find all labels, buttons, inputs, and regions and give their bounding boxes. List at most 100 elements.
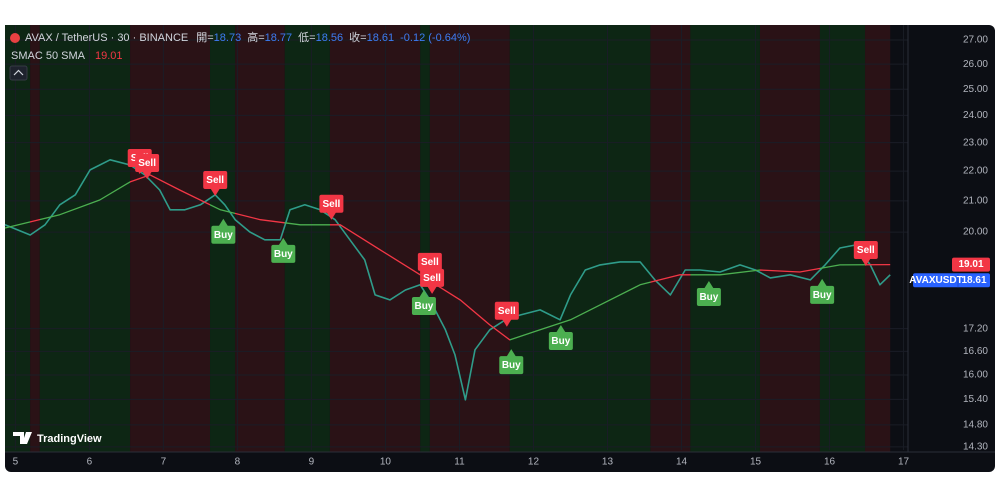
y-tick-label: 17.20 [963, 323, 988, 334]
regime-band [420, 25, 430, 452]
signal-pointer [703, 280, 714, 289]
signal: Buy [411, 290, 436, 316]
signal-tag [203, 171, 228, 190]
x-tick-label: 17 [898, 457, 910, 468]
regime-band [130, 25, 211, 452]
indicator-value: 19.01 [95, 50, 123, 62]
signal: Sell [420, 268, 445, 294]
x-tick-label: 11 [454, 457, 465, 468]
watermark: TradingView [37, 433, 102, 445]
y-tick-label: 15.40 [963, 394, 988, 405]
indicator-tag [952, 257, 990, 272]
signal-pointer [418, 290, 429, 299]
symbol-tag-label: AVAXUSDT [909, 275, 963, 286]
x-tick-label: 16 [824, 457, 836, 468]
signal-pointer [506, 349, 517, 358]
y-tick-label: 21.00 [963, 196, 988, 207]
y-tick-label: 27.00 [963, 35, 988, 46]
y-tick-label: 16.00 [963, 370, 988, 381]
symbol: AVAX / TetherUS · 30 · BINANCE [25, 32, 188, 44]
collapse-button[interactable] [9, 65, 28, 81]
regime-band [759, 25, 820, 452]
signal-pointer [555, 324, 566, 333]
regime-band [30, 25, 40, 452]
signal: Buy [696, 280, 721, 306]
signal-pointer [278, 237, 289, 246]
signal-label: Sell [206, 175, 224, 186]
price-line [4, 159, 891, 401]
signal-label: Sell [857, 245, 875, 256]
signal: Buy [211, 218, 236, 244]
signal-pointer [218, 218, 229, 227]
signal-pointer [210, 188, 221, 197]
signal-tag [494, 301, 519, 320]
x-tick-label: 13 [602, 457, 614, 468]
signal-tag [696, 287, 721, 306]
signal-label: Buy [214, 230, 233, 241]
x-tick-label: 5 [13, 457, 19, 468]
symbol-tag [913, 273, 990, 288]
y-tick-label: 24.00 [963, 110, 988, 121]
ohlc-value: 18.61 [367, 32, 395, 44]
signal-label: Buy [274, 249, 293, 260]
x-tick-label: 8 [235, 457, 241, 468]
x-tick-label: 12 [528, 457, 540, 468]
regime-band [284, 25, 330, 452]
signal-label: Buy [502, 360, 521, 371]
x-tick-label: 15 [750, 457, 762, 468]
signal-pointer [142, 170, 153, 179]
signal-label: Sell [423, 273, 441, 284]
signal-label: Buy [551, 336, 570, 347]
signal: Buy [271, 237, 296, 263]
signal-tag [548, 331, 573, 350]
y-tick-label: 20.00 [963, 227, 988, 238]
signal-tag [135, 153, 160, 172]
ohlc-label: 高= [247, 30, 264, 44]
ohlc-label: 收= [349, 30, 366, 44]
x-tick-label: 7 [161, 457, 167, 468]
regime-band [865, 25, 891, 452]
signal-tag [499, 356, 524, 375]
indicator-name: SMAC 50 SMA [11, 50, 86, 62]
y-tick-label: 14.30 [963, 441, 988, 452]
signal-tag [271, 244, 296, 263]
signal: Sell [494, 301, 519, 327]
x-tick-label: 9 [309, 457, 315, 468]
ohlc-label: 低= [298, 31, 315, 44]
last-price-label: 18.61 [961, 275, 986, 286]
symbol-icon [10, 33, 20, 43]
y-tick-label: 26.00 [963, 59, 988, 70]
regime-band [39, 25, 131, 452]
regime-band [690, 25, 760, 452]
regime-band [5, 25, 31, 452]
signal-label: Buy [813, 290, 832, 301]
ohlc-value: 18.56 [316, 32, 344, 44]
regime-band [650, 25, 691, 452]
signal-tag [411, 297, 436, 316]
signal: Buy [548, 324, 573, 350]
signal: Sell [203, 171, 228, 197]
signal-tag [211, 225, 236, 244]
signal-tag [420, 268, 445, 287]
signal-tag [853, 240, 878, 259]
y-tick-label: 14.80 [963, 419, 988, 430]
ohlc-label: 開= [196, 31, 213, 44]
signal: Sell [319, 194, 344, 220]
ohlc-value: 18.77 [265, 32, 293, 44]
signal-label: Sell [498, 306, 516, 317]
x-tick-label: 14 [676, 457, 688, 468]
signal-pointer [501, 318, 512, 327]
signal-pointer [427, 285, 438, 294]
y-tick-label: 22.00 [963, 166, 988, 177]
change: -0.12 (-0.64%) [400, 32, 470, 44]
signal-label: Sell [421, 257, 439, 268]
y-tick-label: 16.60 [963, 346, 988, 357]
signal-tag [319, 194, 344, 213]
y-tick-label: 25.00 [963, 84, 988, 95]
indicator-tag-label: 19.01 [958, 259, 983, 270]
regime-band [329, 25, 421, 452]
signal: Sell [135, 153, 160, 179]
signal: Sell [853, 240, 878, 266]
